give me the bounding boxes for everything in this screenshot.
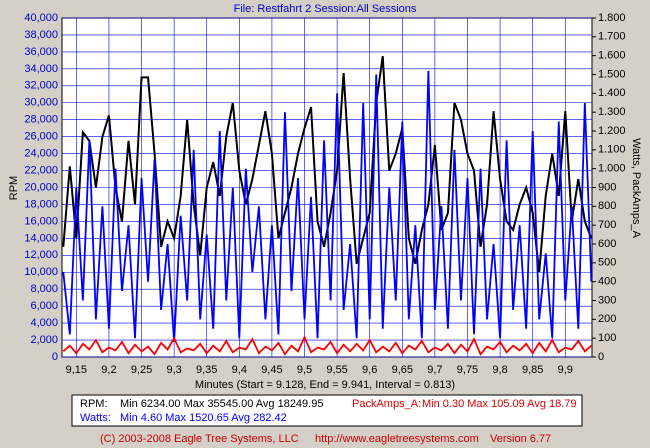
y-tick-label: 32,000: [24, 80, 58, 92]
y2-tick-label: 200: [598, 313, 616, 325]
series-line: [62, 335, 592, 356]
y-tick-label: 30,000: [24, 97, 58, 109]
y-tick-label: 2,000: [30, 334, 58, 346]
y-tick-label: 14,000: [24, 232, 58, 244]
x-tick-label: 9,55: [326, 364, 347, 376]
footer-copyright: (C) 2003-2008 Eagle Tree Systems, LLC: [100, 433, 299, 445]
y2-tick-label: 1.600: [598, 50, 626, 62]
y-tick-label: 34,000: [24, 63, 58, 75]
y2-tick-label: 1.100: [598, 144, 626, 156]
y-tick-label: 36,000: [24, 46, 58, 58]
stats-text: Min 4.60 Max 1520.65 Avg 282.42: [120, 412, 287, 424]
y-tick-label: 26,000: [24, 131, 58, 143]
y-tick-label: 0: [52, 351, 58, 363]
y-tick-label: 22,000: [24, 164, 58, 176]
y2-tick-label: 1.200: [598, 125, 626, 137]
chart-title: File: Restfahrt 2 Session:All Sessions: [234, 3, 417, 15]
x-tick-label: 9,5: [297, 364, 312, 376]
y-tick-label: 40,000: [24, 12, 58, 24]
y2-tick-label: 1.300: [598, 106, 626, 118]
y2-tick-label: 1.000: [598, 163, 626, 175]
y-tick-label: 4,000: [30, 317, 58, 329]
y2-tick-label: 300: [598, 294, 616, 306]
y2-tick-label: 500: [598, 257, 616, 269]
y2-tick-label: 1.700: [598, 31, 626, 43]
stats-box: [71, 394, 583, 427]
x-tick-label: 9,85: [522, 364, 543, 376]
y-tick-label: 6,000: [30, 300, 58, 312]
x-tick-label: 9,7: [427, 364, 442, 376]
y2-tick-label: 600: [598, 238, 616, 250]
x-tick-label: 9,45: [261, 364, 282, 376]
stats-label: PackAmps_A:: [352, 398, 421, 410]
y2-tick-label: 900: [598, 181, 616, 193]
y2-tick-label: 1.800: [598, 12, 626, 24]
x-tick-label: 9,9: [558, 364, 573, 376]
y-tick-label: 10,000: [24, 266, 58, 278]
y2-tick-label: 800: [598, 200, 616, 212]
x-axis-title: Minutes (Start = 9.128, End = 9.941, Int…: [195, 379, 455, 391]
footer-version: Version 6.77: [490, 433, 551, 445]
x-tick-label: 9,6: [362, 364, 377, 376]
stats-text: Min 6234.00 Max 35545.00 Avg 18249.95: [120, 398, 323, 410]
series-line: [62, 70, 593, 342]
y2-tick-label: 400: [598, 276, 616, 288]
x-tick-label: 9,15: [66, 364, 87, 376]
x-tick-label: 9,65: [392, 364, 413, 376]
y-tick-label: 20,000: [24, 181, 58, 193]
x-tick-label: 9,35: [196, 364, 217, 376]
footer-url[interactable]: http://www.eagletreesystems.com: [315, 433, 479, 445]
x-tick-label: 9,3: [166, 364, 181, 376]
y2-tick-label: 100: [598, 332, 616, 344]
x-tick-label: 9,75: [457, 364, 478, 376]
y2-axis-title: Watts, PackAmps_A: [630, 138, 642, 239]
x-tick-label: 9,2: [101, 364, 116, 376]
y-tick-label: 8,000: [30, 283, 58, 295]
y2-tick-label: 0: [598, 351, 604, 363]
x-tick-label: 9,4: [232, 364, 247, 376]
x-tick-label: 9,8: [492, 364, 507, 376]
stats-label: Watts:: [80, 412, 111, 424]
y2-tick-label: 1.500: [598, 68, 626, 80]
y-tick-label: 24,000: [24, 148, 58, 160]
stats-text: Min 0.30 Max 105.09 Avg 18.79: [422, 398, 577, 410]
y-tick-label: 38,000: [24, 29, 58, 41]
y-tick-label: 28,000: [24, 114, 58, 126]
x-tick-label: 9,25: [131, 364, 152, 376]
stats-label: RPM:: [80, 398, 108, 410]
y-tick-label: 12,000: [24, 249, 58, 261]
y2-tick-label: 1.400: [598, 87, 626, 99]
y-tick-label: 18,000: [24, 198, 58, 210]
y-axis-title: RPM: [8, 176, 20, 200]
y-tick-label: 16,000: [24, 215, 58, 227]
y2-tick-label: 700: [598, 219, 616, 231]
